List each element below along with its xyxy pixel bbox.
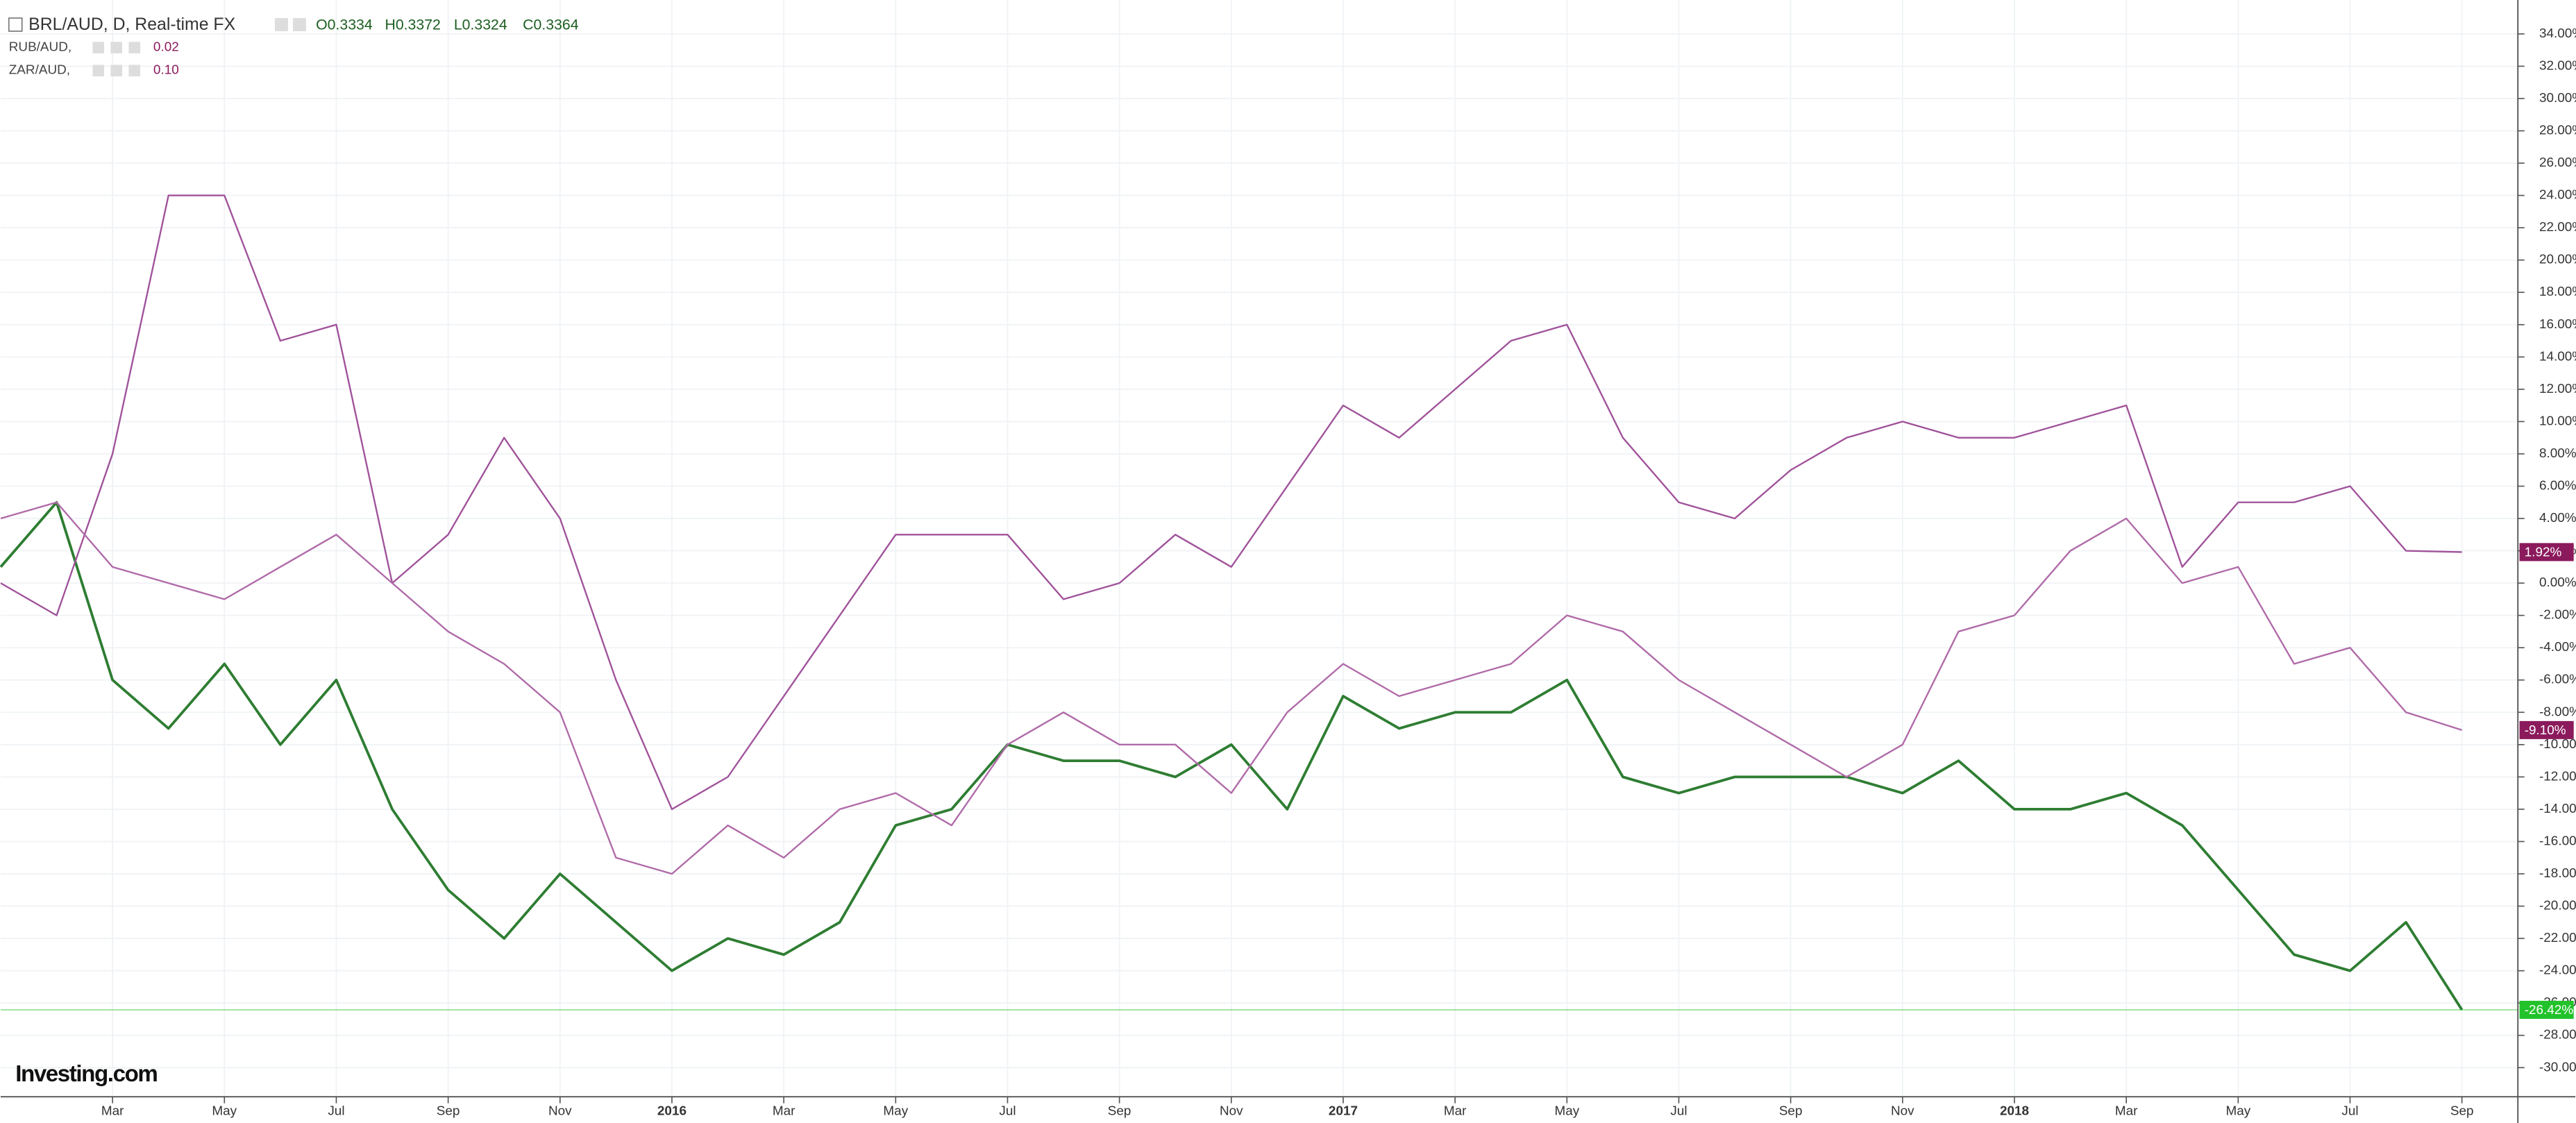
y-tick-label: 6.00%: [2539, 478, 2576, 493]
y-tick-label: -18.00%: [2539, 866, 2576, 881]
y-tick-label: -4.00%: [2539, 640, 2576, 655]
x-tick-label: 2017: [1329, 1104, 1358, 1118]
last-price-label: -26.42%: [2525, 1003, 2574, 1018]
legend-value: 0.10: [153, 63, 179, 78]
y-tick-label: -24.00%: [2539, 963, 2576, 978]
y-tick-label: -20.00%: [2539, 899, 2576, 913]
grid: [0, 0, 2518, 1097]
ohlc: O0.3334 H0.3372 L0.3324 C0.3364: [274, 16, 579, 33]
settings-icon: [293, 18, 306, 31]
x-tick-label: May: [212, 1104, 237, 1118]
x-tick-label: Sep: [1108, 1104, 1131, 1118]
x-tick-label: 2018: [2000, 1104, 2029, 1118]
legend-icon: [128, 65, 141, 76]
series-line: [0, 194, 2462, 811]
x-tick-label: Sep: [1779, 1104, 1803, 1118]
ohlc-value: L0.3324: [454, 16, 507, 33]
x-tick-label: Jul: [999, 1104, 1016, 1118]
last-price-box: [2519, 1000, 2574, 1019]
x-tick-label: Mar: [773, 1104, 795, 1118]
y-tick-label: 16.00%: [2539, 317, 2576, 332]
legend-name: RUB/AUD,: [9, 40, 71, 55]
x-tick-label: Nov: [548, 1104, 572, 1118]
x-tick-label: Jul: [1670, 1104, 1687, 1118]
legend-icon: [110, 65, 122, 76]
x-tick-label: Nov: [1220, 1104, 1243, 1118]
chart-title: BRL/AUD, D, Real-time FX: [28, 15, 235, 34]
series-line: [0, 500, 2464, 1011]
y-tick-label: 14.00%: [2539, 349, 2576, 364]
y-tick-label: 32.00%: [2539, 58, 2576, 73]
x-tick-label: May: [1554, 1104, 1579, 1118]
x-tick-label: Jul: [2341, 1104, 2358, 1118]
plot: [0, 194, 2518, 1011]
settings-icon: [274, 18, 288, 31]
legend-icon: [92, 65, 104, 76]
y-tick-label: 4.00%: [2539, 511, 2576, 525]
y-tick-label: 24.00%: [2539, 188, 2576, 203]
x-tick-label: May: [883, 1104, 908, 1118]
legend-name: ZAR/AUD,: [9, 63, 70, 78]
x-tick-label: Sep: [2450, 1104, 2474, 1118]
legend: RUB/AUD, 0.02 ZAR/AUD, 0.10: [9, 40, 179, 78]
y-tick-label: -30.00%: [2539, 1060, 2576, 1074]
y-tick-label: -8.00%: [2539, 704, 2576, 719]
last-price-box: [2519, 720, 2574, 739]
y-tick-label: -28.00%: [2539, 1028, 2576, 1042]
y-tick-label: 22.00%: [2539, 220, 2576, 235]
y-tick-label: -16.00%: [2539, 834, 2576, 848]
y-tick-label: -6.00%: [2539, 673, 2576, 687]
y-tick-label: 8.00%: [2539, 446, 2576, 461]
y-tick-label: 26.00%: [2539, 155, 2576, 170]
y-tick-label: -10.00%: [2539, 737, 2576, 752]
x-tick-label: Mar: [2115, 1104, 2138, 1118]
y-tick-label: -12.00%: [2539, 769, 2576, 784]
legend-icon: [128, 42, 141, 53]
collapse-icon[interactable]: [8, 17, 23, 32]
last-price-label: 1.92%: [2525, 546, 2562, 560]
ohlc-value: O0.3334: [316, 16, 373, 33]
x-tick-label: Nov: [1891, 1104, 1914, 1118]
y-tick-label: -14.00%: [2539, 802, 2576, 816]
x-tick-label: Mar: [1444, 1104, 1467, 1118]
series-line: [0, 501, 2463, 875]
y-tick-label: 30.00%: [2539, 91, 2576, 105]
legend-icon: [110, 42, 122, 53]
y-tick-label: 0.00%: [2539, 575, 2576, 590]
x-tick-label: Mar: [101, 1104, 124, 1118]
y-tick-label: 12.00%: [2539, 382, 2576, 396]
ohlc-value: H0.3372: [385, 16, 440, 33]
x-tick-label: 2016: [657, 1104, 687, 1118]
x-tick-label: Jul: [328, 1104, 344, 1118]
y-tick-label: -2.00%: [2539, 608, 2576, 623]
y-tick-label: 18.00%: [2539, 285, 2576, 299]
y-tick-label: 34.00%: [2539, 26, 2576, 41]
last-price-box: [2519, 543, 2574, 562]
y-tick-label: 10.00%: [2539, 414, 2576, 428]
last-price-label: -9.10%: [2525, 723, 2566, 738]
axes: 34.00% 32.00% 30.00% 28.00% 26.00% 24.00% 22.0…: [101, 26, 2576, 1119]
y-tick-label: 28.00%: [2539, 124, 2576, 138]
watermark: Investing.com: [15, 1061, 157, 1087]
legend-value: 0.02: [153, 40, 179, 55]
y-tick-label: 20.00%: [2539, 253, 2576, 267]
y-tick-label: -22.00%: [2539, 931, 2576, 945]
ohlc-value: C0.3364: [523, 16, 579, 33]
legend-icon: [92, 42, 104, 53]
x-tick-label: May: [2225, 1104, 2250, 1118]
x-tick-label: Sep: [437, 1104, 460, 1118]
